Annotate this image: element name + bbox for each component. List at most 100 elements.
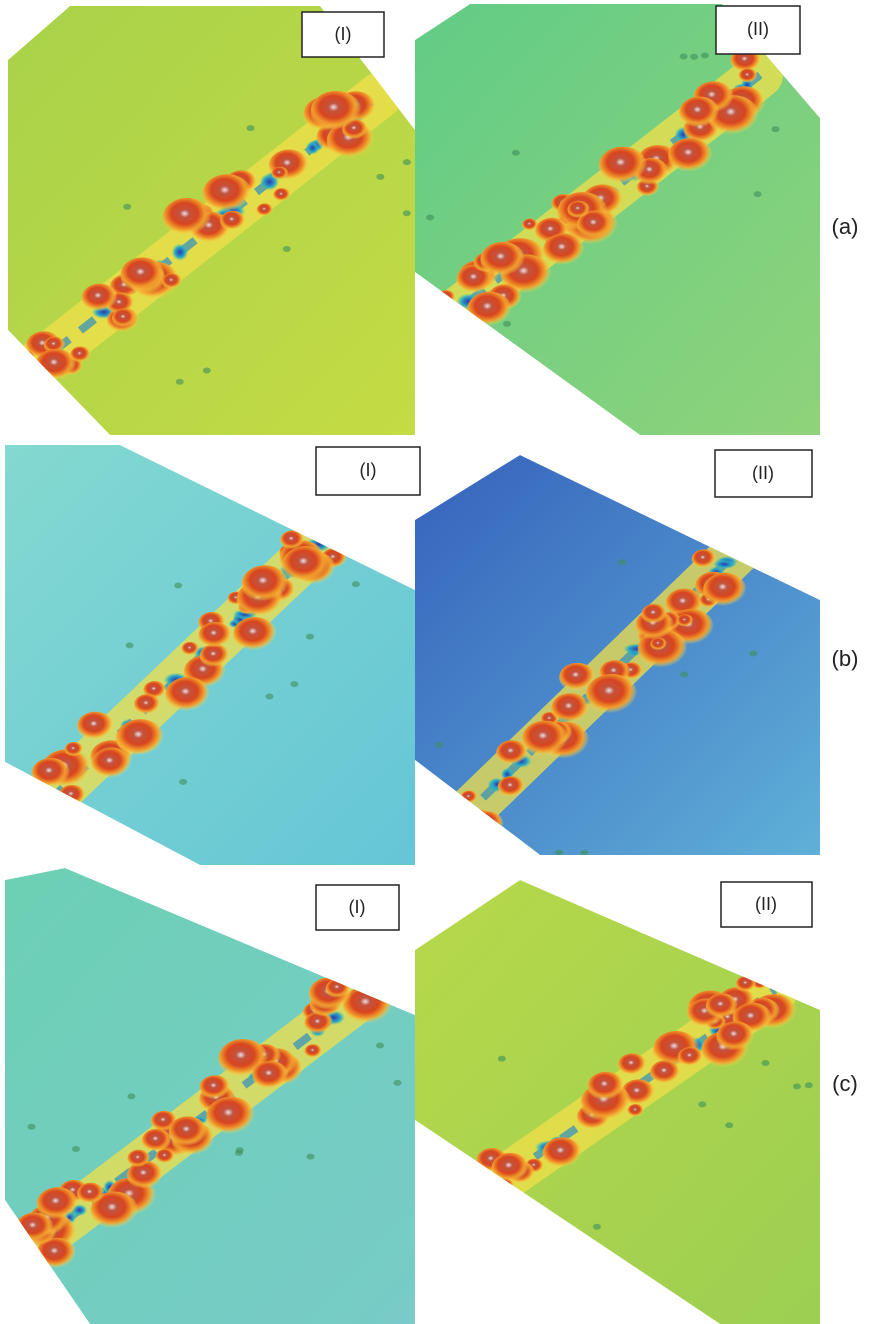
speck: [593, 1224, 601, 1230]
asperity: [453, 1190, 485, 1216]
asperity: [233, 617, 277, 652]
asperity: [162, 273, 182, 289]
figure: (I) (II) (a) (I) (II) (b) (I) (II) (c): [0, 0, 869, 1324]
pit: [324, 525, 337, 540]
asperity: [70, 347, 91, 364]
surface-panel: [8, 6, 415, 435]
asperity: [77, 712, 114, 741]
speck: [580, 850, 588, 856]
asperity: [282, 546, 329, 583]
asperity: [586, 674, 637, 715]
asperity: [706, 993, 738, 1019]
speck: [702, 470, 710, 476]
asperity: [134, 694, 161, 715]
asperity: [551, 693, 590, 724]
asperity: [716, 1021, 754, 1052]
asperity: [692, 549, 717, 569]
speck: [426, 215, 434, 221]
asperity: [668, 138, 712, 173]
speck: [555, 850, 563, 856]
speck: [126, 642, 134, 648]
surface-panel: [415, 4, 820, 435]
asperity: [336, 508, 374, 538]
surface-panel: [5, 868, 415, 1324]
asperity: [461, 791, 478, 805]
asperity: [165, 677, 210, 713]
panel-label: (II): [752, 463, 774, 483]
asperity: [32, 758, 71, 789]
asperity: [252, 1061, 289, 1090]
asperity: [198, 622, 232, 649]
asperity: [220, 211, 246, 231]
speck: [236, 1147, 244, 1153]
asperity: [730, 509, 773, 543]
speck: [290, 681, 298, 687]
speck: [203, 367, 211, 373]
speck: [403, 210, 411, 216]
asperity: [120, 257, 165, 293]
speck: [265, 693, 273, 699]
speck: [306, 634, 314, 640]
asperity: [92, 748, 132, 780]
speck: [174, 583, 182, 589]
asperity: [641, 604, 667, 625]
pit: [172, 243, 189, 260]
asperity: [543, 233, 585, 266]
asperity: [471, 811, 504, 838]
pit: [425, 1223, 446, 1231]
panel-label: (I): [360, 460, 377, 480]
speck: [376, 174, 384, 180]
panel-label: (I): [349, 897, 366, 917]
asperity: [82, 284, 118, 313]
asperity: [677, 614, 693, 627]
speck: [415, 1149, 423, 1155]
panel-label: (I): [335, 24, 352, 44]
pit: [451, 1206, 465, 1214]
speck: [28, 1124, 36, 1130]
speck: [380, 565, 388, 571]
speck: [72, 1146, 80, 1152]
panel-label: (II): [747, 19, 769, 39]
pit: [17, 365, 44, 376]
asperity: [181, 642, 199, 656]
speck: [127, 1093, 135, 1099]
surface-panel: [5, 445, 415, 865]
asperity: [127, 1150, 150, 1168]
speck: [123, 204, 131, 210]
asperity: [271, 167, 288, 181]
pit: [713, 560, 736, 569]
speck: [618, 559, 626, 565]
row-label: (a): [832, 214, 859, 239]
speck: [771, 126, 779, 132]
speck: [179, 779, 187, 785]
asperity: [736, 976, 757, 993]
row-label: (b): [832, 646, 859, 671]
asperity: [480, 242, 525, 278]
speck: [403, 159, 411, 165]
speck: [435, 742, 443, 748]
asperity: [242, 565, 289, 603]
asperity: [199, 1075, 230, 1100]
pit: [336, 511, 357, 525]
asperity: [739, 68, 758, 83]
asperity: [650, 1060, 681, 1085]
asperity: [163, 198, 212, 237]
speck: [690, 54, 698, 60]
asperity: [703, 573, 747, 608]
speck: [498, 1056, 506, 1062]
pit: [445, 307, 462, 320]
asperity: [588, 1072, 625, 1102]
speck: [698, 1101, 706, 1107]
speck: [805, 1082, 813, 1088]
asperity: [522, 721, 568, 758]
surface-images: [5, 4, 820, 1324]
speck: [176, 379, 184, 385]
asperity: [498, 776, 525, 798]
asperity: [679, 96, 720, 128]
asperity: [257, 203, 274, 216]
speck: [247, 125, 255, 131]
speck: [761, 1060, 769, 1066]
pit: [319, 527, 345, 537]
speck: [307, 1154, 315, 1160]
asperity: [273, 188, 290, 202]
